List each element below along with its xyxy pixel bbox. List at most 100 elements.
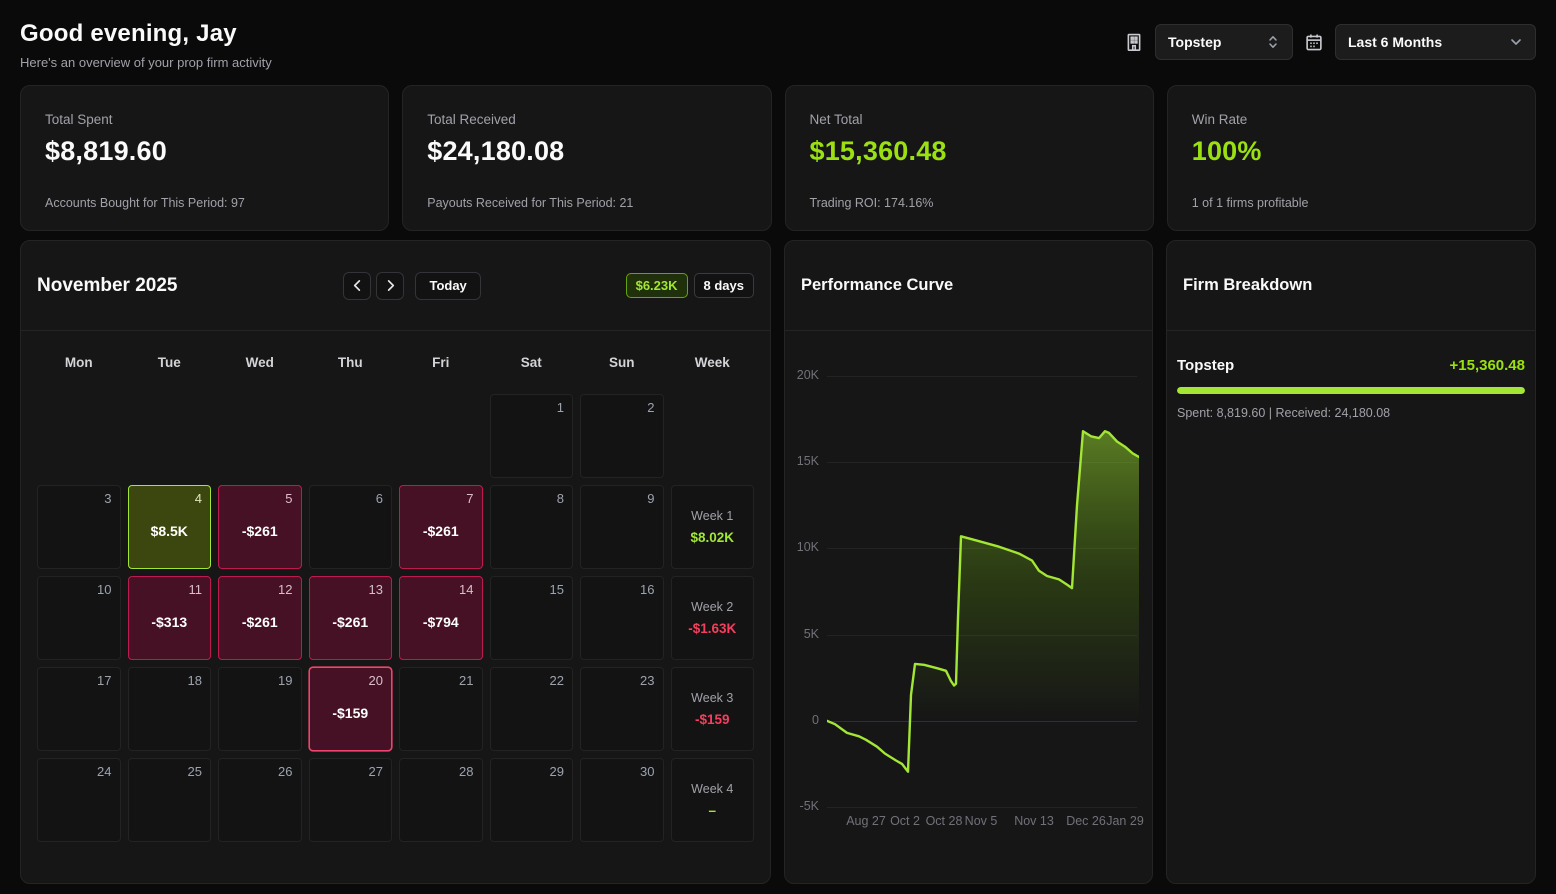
calendar-day-30[interactable]: 30 xyxy=(580,758,664,842)
calendar-day-6[interactable]: 6 xyxy=(308,485,392,569)
stat-value: $24,180.08 xyxy=(427,136,565,166)
day-number: 14 xyxy=(459,582,474,597)
chevron-up-down-icon xyxy=(1269,36,1277,48)
calendar-day-28[interactable]: 28 xyxy=(399,758,483,842)
curve-area-fill xyxy=(827,431,1139,772)
day-header-mon: Mon xyxy=(64,355,93,370)
week-summary-value: -$1.63K xyxy=(688,621,737,636)
calendar-day-8[interactable]: 8 xyxy=(489,485,573,569)
week-column-header: Week xyxy=(694,355,730,370)
chevron-down-icon xyxy=(1511,39,1521,45)
y-axis-tick: 5K xyxy=(803,626,819,641)
calendar-day-22[interactable]: 22 xyxy=(489,667,573,751)
stat-sublabel: 1 of 1 firms profitable xyxy=(1191,196,1309,210)
day-number: 8 xyxy=(556,491,564,506)
calendar-day-1[interactable]: 1 xyxy=(489,394,573,478)
performance-header: Performance Curve xyxy=(785,241,1152,331)
calendar-day-7[interactable]: 7 -$261 xyxy=(399,485,483,569)
calendar-day-17[interactable]: 17 xyxy=(37,667,121,751)
stat-value: 100% xyxy=(1191,136,1262,166)
calendar-day-21[interactable]: 21 xyxy=(399,667,483,751)
day-number: 24 xyxy=(97,764,112,779)
calendar-day-20[interactable]: 20 -$159 xyxy=(308,667,392,751)
calendar-day-26[interactable]: 26 xyxy=(218,758,302,842)
stat-card-2: Net Total $15,360.48 Trading ROI: 174.16% xyxy=(784,85,1154,231)
calendar-day-9[interactable]: 9 xyxy=(580,485,664,569)
y-axis-tick: 15K xyxy=(796,454,819,469)
page-subtitle: Here's an overview of your prop firm act… xyxy=(20,55,272,70)
firm-select[interactable]: Topstep xyxy=(1155,24,1293,60)
gridline-15K xyxy=(827,462,1137,464)
day-number: 13 xyxy=(368,582,383,597)
calendar-day-5[interactable]: 5 -$261 xyxy=(218,485,302,569)
chevron-right-icon xyxy=(387,280,395,291)
calendar-header: November 2025 Today $6.23K 8 days xyxy=(21,241,770,331)
day-number: 28 xyxy=(459,764,474,779)
day-header-wed: Wed xyxy=(245,355,274,370)
day-number: 18 xyxy=(187,673,202,688)
stat-label: Win Rate xyxy=(1191,112,1248,127)
today-button[interactable]: Today xyxy=(415,271,481,300)
stat-sublabel: Trading ROI: 174.16% xyxy=(809,196,934,210)
gridline-20K xyxy=(827,376,1137,377)
page-title: Good evening, Jay xyxy=(20,20,237,47)
week-summary-value: -$159 xyxy=(694,712,730,727)
calendar-day-16[interactable]: 16 xyxy=(580,576,664,660)
calendar-day-24[interactable]: 24 xyxy=(37,758,121,842)
x-axis-tick: Aug 27 xyxy=(846,814,886,828)
calendar-day-27[interactable]: 27 xyxy=(308,758,392,842)
day-header-fri: Fri xyxy=(432,355,450,370)
calendar-day-13[interactable]: 13 -$261 xyxy=(308,576,392,660)
day-header-sat: Sat xyxy=(520,355,542,370)
calendar-day-11[interactable]: 11 -$313 xyxy=(127,576,211,660)
calendar-day-14[interactable]: 14 -$794 xyxy=(399,576,483,660)
stats-row: Total Spent $8,819.60 Accounts Bought for … xyxy=(20,85,1536,231)
day-number: 15 xyxy=(549,582,564,597)
day-number: 21 xyxy=(459,673,474,688)
calendar-day-23[interactable]: 23 xyxy=(580,667,664,751)
stat-label: Total Spent xyxy=(45,112,113,127)
performance-curve-svg xyxy=(827,430,1139,773)
firm-breakdown-header: Firm Breakdown xyxy=(1167,241,1535,331)
calendar-day-4[interactable]: 4 $8.5K xyxy=(127,485,211,569)
performance-title: Performance Curve xyxy=(801,276,954,294)
calendar-day-3[interactable]: 3 xyxy=(37,485,121,569)
day-number: 5 xyxy=(285,491,293,506)
firm-net-amount: +15,360.48 xyxy=(1449,357,1526,374)
calendar-day-18[interactable]: 18 xyxy=(127,667,211,751)
calendar-card: November 2025 Today $6.23K 8 days Mon Tue… xyxy=(20,240,771,884)
next-month-button[interactable] xyxy=(376,271,405,300)
period-select-value: Last 6 Months xyxy=(1348,34,1443,50)
firm-bar-track xyxy=(1177,387,1525,394)
x-axis-tick: Dec 26 xyxy=(1066,814,1106,828)
firm-name: Topstep xyxy=(1177,357,1235,374)
month-pnl-badge: $6.23K xyxy=(625,273,688,298)
main-grid: November 2025 Today $6.23K 8 days Mon Tue… xyxy=(20,240,1536,884)
calendar-day-2[interactable]: 2 xyxy=(580,394,664,478)
firm-breakdown-body: Topstep +15,360.48 Spent: 8,819.60 | Recei… xyxy=(1167,331,1535,420)
y-axis-tick: -5K xyxy=(799,799,819,813)
day-number: 7 xyxy=(466,491,474,506)
day-pnl-value: -$313 xyxy=(151,614,188,630)
calendar-day-15[interactable]: 15 xyxy=(489,576,573,660)
building-icon xyxy=(1123,31,1145,53)
x-axis-tick: Nov 5 xyxy=(964,814,998,828)
calendar-day-19[interactable]: 19 xyxy=(218,667,302,751)
stat-card-3: Win Rate 100% 1 of 1 firms profitable xyxy=(1166,85,1536,231)
performance-card: Performance Curve 20K 15K 10K 5K 0 -5K Aug 27 O… xyxy=(784,240,1153,884)
day-number: 23 xyxy=(640,673,655,688)
firm-row-topstep: Topstep +15,360.48 xyxy=(1177,357,1525,374)
calendar-day-25[interactable]: 25 xyxy=(127,758,211,842)
day-number: 10 xyxy=(97,582,112,597)
week-summary-1: Week 1 $8.02K xyxy=(670,485,754,569)
day-number: 19 xyxy=(278,673,293,688)
calendar-day-10[interactable]: 10 xyxy=(37,576,121,660)
period-select[interactable]: Last 6 Months xyxy=(1335,24,1536,60)
calendar-day-12[interactable]: 12 -$261 xyxy=(218,576,302,660)
top-bar: Good evening, Jay Here's an overview of … xyxy=(20,20,1536,78)
week-summary-label: Week 3 xyxy=(691,691,734,705)
prev-month-button[interactable] xyxy=(343,271,372,300)
stat-label: Net Total xyxy=(809,112,863,127)
calendar-day-29[interactable]: 29 xyxy=(489,758,573,842)
